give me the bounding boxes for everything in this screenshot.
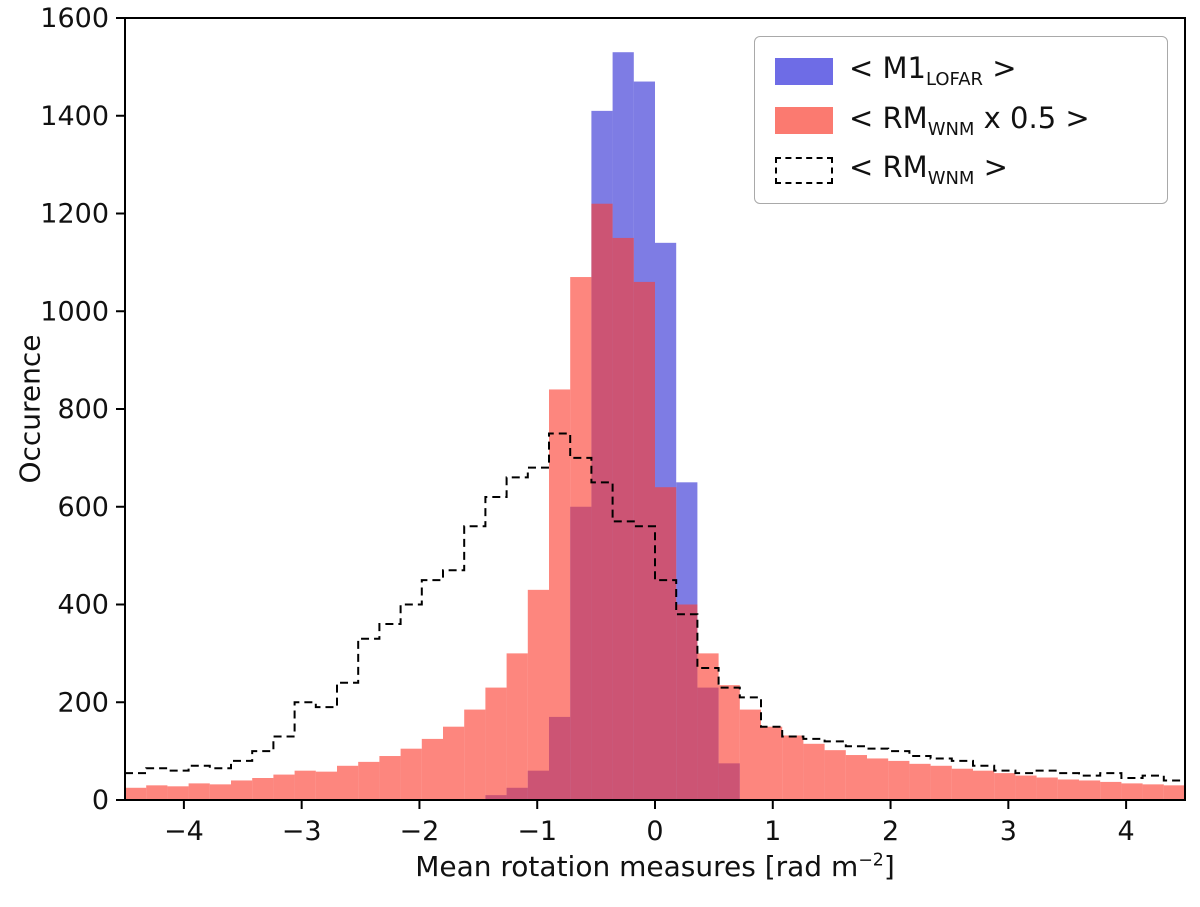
legend-item-rm-wnm: < RMWNM > [775,150,1147,189]
svg-text:200: 200 [57,687,109,718]
svg-text:1200: 1200 [40,199,109,230]
svg-text:0: 0 [646,816,663,847]
legend: < M1LOFAR > < RMWNM x 0.5 > < RMWNM > [754,36,1168,204]
legend-label-rm-wnm-half: < RMWNM x 0.5 > [849,100,1090,140]
legend-item-rm-wnm-half: < RMWNM x 0.5 > [775,100,1147,140]
y-axis-label: Occurence [13,334,47,484]
x-axis-label: Mean rotation measures [rad m−2] [415,850,895,883]
legend-swatch-blue [775,57,833,85]
svg-text:−2: −2 [400,816,440,847]
x-axis-label-exponent: −2 [858,850,884,871]
svg-text:400: 400 [57,590,109,621]
legend-swatch-red [775,107,833,135]
legend-item-m1-lofar: < M1LOFAR > [775,51,1147,90]
svg-text:2: 2 [882,816,899,847]
legend-swatch-dashed [775,156,833,184]
svg-text:−3: −3 [282,816,322,847]
svg-text:1: 1 [764,816,781,847]
legend-label-m1-lofar: < M1LOFAR > [849,51,1017,90]
svg-text:1600: 1600 [40,3,109,34]
svg-text:600: 600 [57,492,109,523]
svg-text:1400: 1400 [40,101,109,132]
svg-text:4: 4 [1118,816,1135,847]
svg-text:0: 0 [92,785,109,816]
svg-text:−4: −4 [164,816,204,847]
legend-label-rm-wnm: < RMWNM > [849,150,1008,189]
svg-text:−1: −1 [517,816,557,847]
svg-text:800: 800 [57,394,109,425]
svg-text:3: 3 [1000,816,1017,847]
svg-text:1000: 1000 [40,296,109,327]
